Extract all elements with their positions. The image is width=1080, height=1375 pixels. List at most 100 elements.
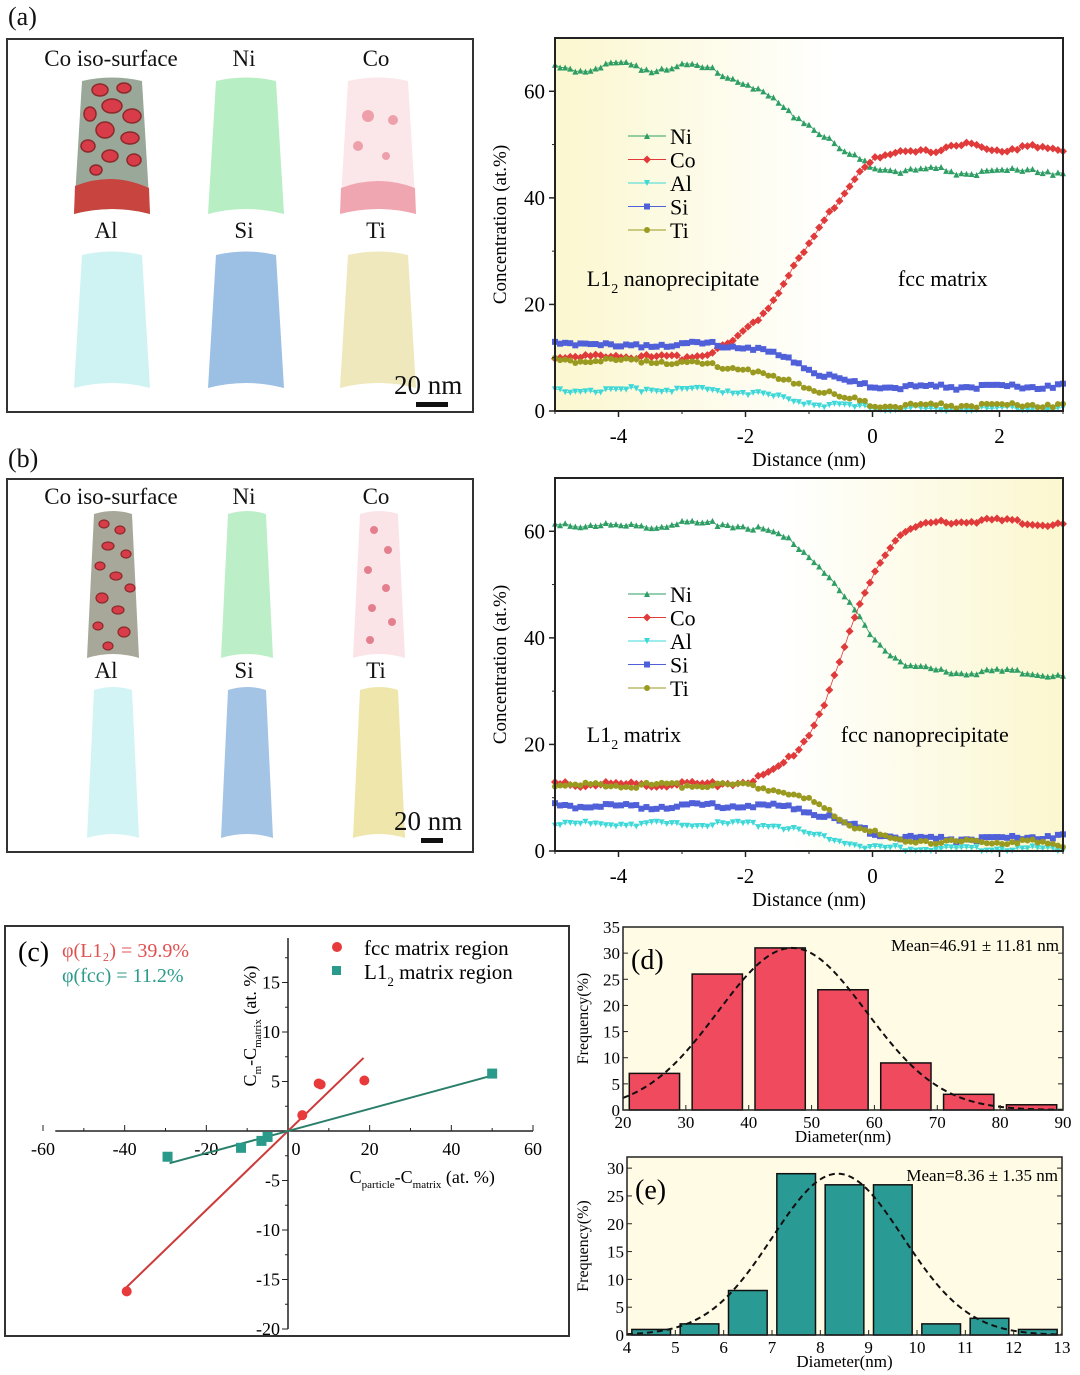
data-point-si — [557, 802, 564, 809]
data-point-al — [846, 841, 853, 848]
data-point-co — [886, 150, 895, 159]
data-point-ti — [841, 394, 848, 401]
data-point-ti — [902, 838, 909, 845]
data-point-si — [806, 366, 812, 373]
data-point-ti — [689, 358, 696, 365]
data-point-ti — [902, 401, 909, 408]
x-tick-label: 2 — [994, 864, 1005, 888]
data-point-ni — [592, 523, 599, 530]
data-point-ti — [775, 788, 782, 795]
data-point-ni — [988, 167, 995, 174]
data-point-al — [658, 819, 665, 826]
data-point-al — [826, 401, 833, 408]
data-point-ni — [887, 652, 894, 659]
data-point-ni — [897, 658, 904, 665]
data-point-ni — [795, 115, 802, 122]
data-point-co — [871, 153, 880, 162]
data-point-si — [709, 338, 716, 345]
data-point-co — [733, 331, 742, 340]
data-point-al — [765, 824, 772, 831]
data-point-ni — [577, 524, 584, 531]
data-point-ti — [806, 385, 812, 392]
x-tick-label: 60 — [866, 1113, 883, 1132]
data-point-co — [865, 158, 874, 167]
data-point-si — [628, 802, 635, 809]
data-point-al — [831, 837, 838, 844]
data-point-ni — [582, 523, 589, 530]
data-point-ni — [917, 662, 924, 669]
mean-annotation: Mean=8.36 ± 1.35 nm — [906, 1166, 1058, 1185]
data-point-si — [714, 803, 721, 810]
data-point-ni — [694, 519, 701, 526]
data-point-ni — [623, 522, 630, 529]
data-point-co — [678, 777, 686, 786]
data-point-si — [841, 376, 848, 383]
data-point-ni — [938, 164, 945, 171]
data-point-ni — [714, 523, 721, 530]
data-point-si — [592, 341, 599, 348]
data-point-co — [825, 207, 834, 216]
data-point-ti — [800, 795, 807, 802]
data-point-ni — [628, 61, 635, 68]
data-point-co — [1033, 143, 1042, 152]
data-point-si — [679, 801, 685, 808]
data-point-ni — [993, 166, 1000, 173]
data-point-si — [602, 801, 609, 808]
x-tick-label: 0 — [292, 1139, 301, 1159]
apt-label-co: Co — [362, 484, 390, 509]
data-point-ti — [612, 357, 619, 364]
data-point-ti — [607, 783, 614, 790]
y-axis-label-text: -C — [240, 1048, 260, 1066]
data-point-ni — [999, 667, 1006, 674]
x-tick-label: 10 — [909, 1338, 926, 1357]
data-point-si — [699, 340, 706, 347]
scale-bar — [421, 838, 443, 843]
data-point-si — [1014, 834, 1021, 841]
data-point-co — [799, 737, 808, 746]
data-point-al — [592, 389, 599, 396]
data-point-ti — [684, 782, 691, 789]
x-axis-label: Cparticle-Cmatrix (at. %) — [350, 1167, 495, 1191]
data-point-co — [921, 518, 930, 527]
data-point-al — [694, 823, 701, 830]
data-point-ti — [938, 400, 945, 407]
data-point-ti — [679, 784, 685, 791]
data-point-al — [673, 385, 680, 392]
data-point-al — [872, 843, 879, 850]
data-point-si — [922, 382, 929, 389]
data-point-al — [780, 826, 787, 833]
data-point-al — [612, 386, 619, 393]
data-point-ti — [1009, 839, 1016, 846]
data-point-co — [957, 141, 966, 150]
data-point-co — [901, 147, 910, 156]
data-point-co — [759, 770, 768, 779]
data-point-ni — [983, 666, 990, 673]
data-point-ni — [765, 526, 772, 533]
x-axis-label: Distance (nm) — [752, 889, 866, 911]
data-point-al — [750, 819, 757, 826]
data-point-ni — [785, 534, 792, 541]
data-point-si — [694, 339, 701, 346]
data-point-al — [770, 393, 777, 400]
data-point-al — [557, 386, 564, 393]
y-tick-label: 40 — [524, 626, 545, 650]
x-tick-label: -2 — [737, 424, 755, 448]
data-point-ni — [638, 66, 645, 73]
legend-label-ni: Ni — [670, 124, 692, 149]
legend-label-ti: Ti — [670, 218, 689, 243]
data-point-si — [917, 833, 924, 840]
data-point-al — [887, 844, 894, 851]
data-point-ti — [988, 400, 995, 407]
data-point-ni — [927, 665, 934, 672]
data-point-ni — [851, 606, 858, 613]
data-point-ti — [745, 780, 752, 787]
data-point-al — [826, 836, 833, 843]
data-point-al — [968, 844, 975, 851]
data-point-ti — [648, 781, 655, 788]
data-point-co — [764, 767, 773, 776]
size-histogram-chart-e: 4 5 6 7 8 9 10 11 12 13 0 5 10 15 20 25 30 Diameter(nm) Fr… — [575, 1156, 1071, 1371]
data-point-si — [658, 341, 665, 348]
data-point-si — [739, 804, 746, 811]
data-point-co — [825, 685, 834, 694]
y-axis-label: Concentration (at.%) — [490, 585, 511, 744]
